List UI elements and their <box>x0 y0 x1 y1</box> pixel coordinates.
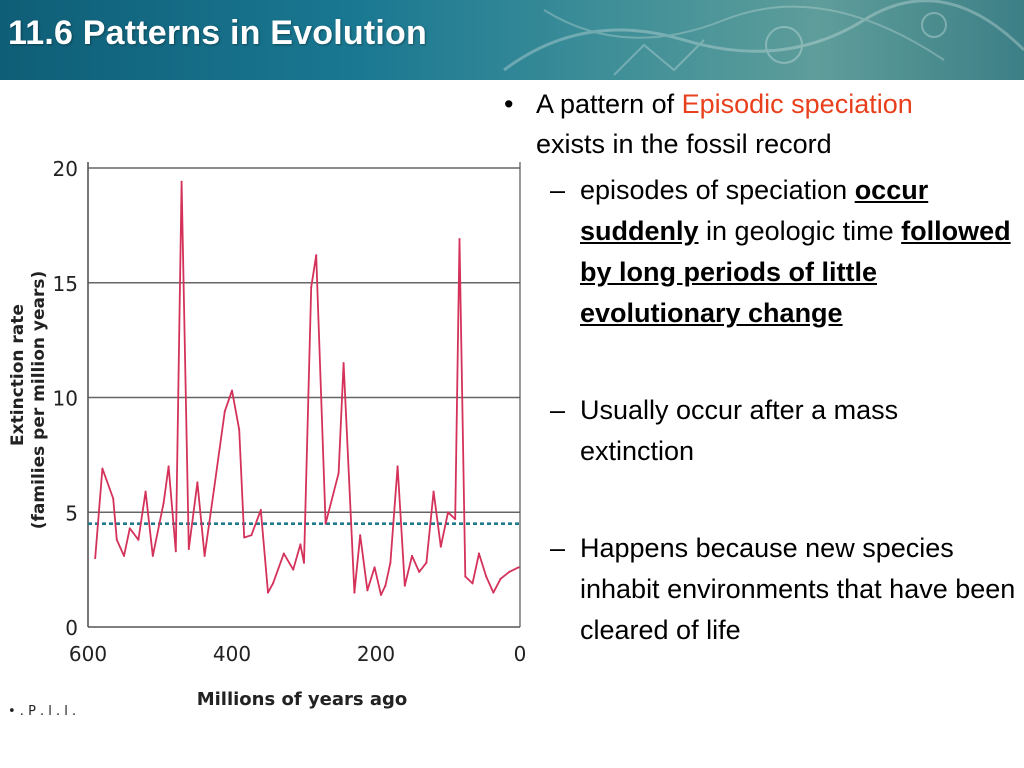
dash-marker: – <box>550 395 566 425</box>
x-axis-label: Millions of years ago <box>197 689 408 710</box>
y-tick-label-20: 20 <box>53 157 78 181</box>
data-point <box>458 238 461 241</box>
data-point <box>292 568 295 571</box>
y-tick-label-15: 15 <box>53 272 78 296</box>
data-point <box>213 488 215 491</box>
data-point <box>432 490 435 493</box>
data-point <box>411 554 413 557</box>
data-point <box>337 472 340 475</box>
data-point <box>128 527 131 530</box>
data-point <box>144 490 147 493</box>
data-point <box>267 591 269 594</box>
x-tick-label-200: 200 <box>357 642 395 666</box>
y-tick-label-10: 10 <box>53 387 78 411</box>
data-point <box>299 543 302 546</box>
bullet-episodic-speciation: • A pattern of Episodic speciation exist… <box>492 84 1018 164</box>
data-point <box>403 584 406 587</box>
data-point <box>137 538 140 541</box>
data-point <box>101 467 104 470</box>
data-point <box>418 570 421 573</box>
data-point <box>384 584 387 587</box>
data-point <box>174 550 177 553</box>
x-tick-label-600: 600 <box>69 642 107 666</box>
y-axis-label-units: (families per million years) <box>29 271 49 529</box>
emphasis-occur-suddenly: occur suddenly <box>580 175 929 246</box>
data-point <box>454 518 457 521</box>
data-point <box>517 566 520 569</box>
chart-footer-fragment: • . P . l . l . <box>8 704 76 719</box>
data-point <box>310 286 313 289</box>
fossil-texture-background <box>503 0 1024 76</box>
data-point <box>447 511 449 514</box>
data-point <box>123 554 125 557</box>
data-point <box>485 575 488 578</box>
data-point <box>231 389 233 392</box>
data-point <box>203 554 206 557</box>
sub-bullet-new-species: – Happens because new species inhabit en… <box>492 528 1018 651</box>
data-point <box>508 570 511 573</box>
dash-marker: – <box>550 533 566 563</box>
data-point <box>389 561 392 564</box>
sub1-mid: in geologic time <box>698 216 902 246</box>
extinction-rate-chart: 0 5 10 15 20 600 400 200 0 Extinction rate (fami… <box>0 130 530 720</box>
emphasis-followed-by-long-periods: followed by long periods of little evolu… <box>580 216 1011 328</box>
data-point <box>259 508 262 511</box>
bullet-text-post: exists in the fossil record <box>536 129 832 159</box>
sub-bullet-episodes: – episodes of speciation occur suddenly … <box>492 170 1018 334</box>
data-point <box>223 410 226 413</box>
data-point <box>373 566 376 569</box>
x-tick-label-400: 400 <box>213 642 251 666</box>
data-point <box>162 502 165 505</box>
y-tick-label-0: 0 <box>65 616 78 640</box>
data-point <box>112 497 115 500</box>
data-point <box>396 465 399 468</box>
data-point <box>238 428 241 431</box>
data-point <box>303 561 305 564</box>
data-point <box>187 547 190 550</box>
data-point <box>471 582 474 585</box>
data-point <box>380 593 383 596</box>
data-point <box>94 557 97 560</box>
dash-marker: – <box>550 175 566 205</box>
x-tick-label-0: 0 <box>514 642 527 666</box>
data-point <box>180 180 183 183</box>
data-point <box>282 552 285 555</box>
data-point <box>115 538 118 541</box>
data-point <box>250 534 253 537</box>
slide-title: 11.6 Patterns in Evolution <box>8 14 427 52</box>
sub-bullet-mass-extinction: – Usually occur after a mass extinction <box>492 390 1018 472</box>
data-point <box>196 481 199 484</box>
highlight-episodic-speciation: Episodic speciation <box>681 89 913 119</box>
data-point <box>167 465 170 468</box>
data-point <box>366 589 369 592</box>
data-point <box>464 575 467 578</box>
data-point <box>272 582 275 585</box>
data-point <box>324 522 327 525</box>
data-point <box>359 534 362 537</box>
extinction-rate-series-line <box>94 180 519 596</box>
slide-header: 11.6 Patterns in Evolution <box>0 0 1024 80</box>
data-point <box>353 591 356 594</box>
data-point <box>439 545 442 548</box>
bullet-text-pre: A pattern of <box>536 89 682 119</box>
y-axis-label: Extinction rate <box>8 304 28 446</box>
data-point <box>425 561 428 564</box>
y-tick-label-5: 5 <box>65 501 78 525</box>
bullet-dot: • <box>504 89 514 119</box>
sub1-pre: episodes of speciation <box>580 175 855 205</box>
data-point <box>477 552 480 555</box>
bullet-content: • A pattern of Episodic speciation exist… <box>492 84 1018 651</box>
sub2-text: Usually occur after a mass extinction <box>580 395 899 466</box>
data-point <box>492 591 495 594</box>
sub3-text: Happens because new species inhabit envi… <box>580 533 1016 645</box>
data-point <box>342 362 345 365</box>
chart-canvas: 0 5 10 15 20 600 400 200 0 Extinction rate (fami… <box>8 157 527 719</box>
data-point <box>499 577 502 580</box>
data-point <box>243 536 246 539</box>
data-point <box>151 554 154 557</box>
data-point <box>315 254 318 257</box>
